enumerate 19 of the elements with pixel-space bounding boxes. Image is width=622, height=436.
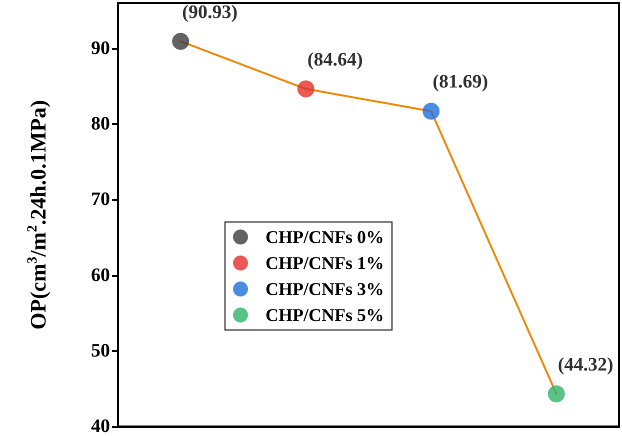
point <box>422 102 440 120</box>
y-tick-label: 80 <box>91 114 110 134</box>
legend-label: CHP/CNFs 0% <box>266 227 384 247</box>
legend-label: CHP/CNFs 5% <box>266 305 384 325</box>
y-tick-label: 60 <box>91 264 110 286</box>
y-tick-label: 70 <box>91 189 110 210</box>
point <box>548 385 565 402</box>
y-tick-label: 50 <box>91 340 110 362</box>
data-label: (81.69) <box>432 72 488 93</box>
point <box>172 32 190 50</box>
y-tick-label: 90 <box>91 38 110 59</box>
legend-label: CHP/CNFs 1% <box>266 253 384 273</box>
data-label: (84.64) <box>307 49 363 70</box>
y-tick-label: 40 <box>91 416 110 436</box>
data-label: (90.93) <box>182 2 238 23</box>
point <box>297 80 314 98</box>
legend-label: CHP/CNFs 3% <box>266 279 384 299</box>
y-axis-title: OP(cm3/m2.24h.0.1MPa) <box>26 100 50 330</box>
data-label: (44.32) <box>558 354 614 376</box>
